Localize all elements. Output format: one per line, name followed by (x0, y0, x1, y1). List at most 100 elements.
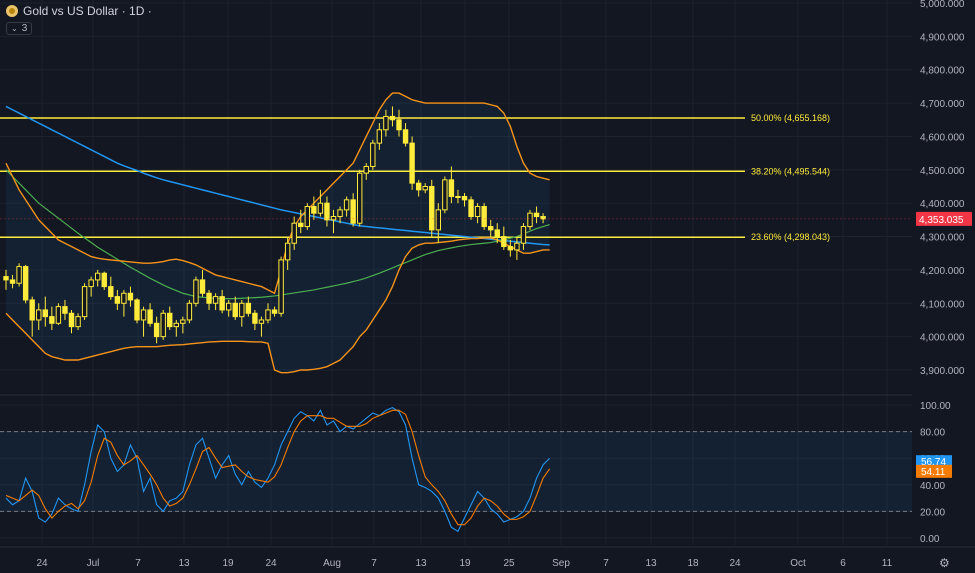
candle-body (501, 236, 507, 248)
candle (186, 299, 193, 324)
candle-body (507, 246, 514, 251)
candle (153, 316, 160, 344)
time-tick-label: 19 (459, 558, 471, 569)
fib-label: 38.20% (4,495.544) (751, 166, 830, 176)
candle (180, 316, 186, 334)
candle-body (291, 222, 297, 244)
candle-body (180, 319, 186, 324)
indicators-toggle[interactable]: ⌄ 3 (6, 22, 33, 35)
price-tick-label: 4,800.000 (920, 66, 965, 77)
time-tick-label: 7 (135, 558, 141, 569)
candle (422, 183, 428, 194)
candle-body (193, 279, 199, 304)
bollinger-lower-line (5, 237, 550, 374)
candle (232, 296, 238, 320)
candle (199, 269, 206, 297)
candle (239, 299, 245, 327)
candle (193, 276, 199, 307)
price-tick-label: 3,900.000 (920, 366, 965, 377)
candle (488, 219, 494, 237)
candle-body (350, 199, 356, 224)
candle (101, 271, 107, 290)
candle-body (461, 196, 468, 201)
candle (507, 239, 514, 257)
candle (337, 206, 343, 224)
time-tick-label: 24 (265, 558, 277, 569)
candle-body (317, 202, 324, 214)
time-tick-label: 7 (603, 558, 609, 569)
candle-body (81, 286, 88, 318)
candle-body (167, 312, 173, 328)
candle-body (29, 299, 35, 321)
candle (121, 289, 127, 317)
candle-body (330, 216, 337, 221)
candle-body (540, 216, 546, 220)
candle-body (114, 296, 121, 304)
settings-icon[interactable]: ⚙ (939, 556, 950, 570)
bollinger-fill (6, 93, 550, 373)
candle (127, 286, 134, 307)
candle-body (455, 196, 461, 199)
candle-body (245, 302, 252, 314)
candle-body (442, 179, 448, 211)
symbol-title[interactable]: Gold vs US Dollar · 1D · (23, 4, 152, 18)
current-price-badge: 4,353.035 (916, 211, 972, 226)
candle (527, 209, 533, 230)
price-tick-label: 4,900.000 (920, 32, 965, 43)
candle-body (239, 302, 245, 318)
candle (284, 236, 291, 270)
candle (396, 109, 402, 137)
candle (88, 276, 94, 297)
candle (81, 283, 88, 320)
candle (298, 209, 304, 234)
stoch-d-value: 54.11 (921, 467, 946, 478)
time-tick-label: 13 (645, 558, 657, 569)
candle (474, 203, 481, 224)
time-tick-label: Jul (87, 558, 100, 569)
candle-body (337, 209, 343, 218)
candle (16, 263, 22, 287)
candle (311, 196, 317, 220)
candle-body (429, 186, 435, 231)
candle-body (389, 115, 396, 121)
candle-body (527, 212, 533, 228)
candle (330, 209, 337, 234)
candle (62, 299, 68, 320)
candle (167, 306, 173, 330)
candle (68, 309, 75, 334)
price-tick-label: 5,000.000 (920, 0, 965, 10)
candle-body (304, 206, 311, 228)
time-tick-label: Sep (552, 558, 570, 569)
candle (55, 303, 62, 325)
stoch-tick-label: 0.00 (920, 534, 940, 545)
candle-body (311, 206, 317, 214)
candle (317, 189, 324, 217)
candle-body (343, 199, 350, 211)
stoch-k-line (5, 407, 551, 533)
candle (501, 226, 507, 250)
candle (75, 313, 81, 330)
candle-body (284, 242, 291, 261)
price-tick-label: 4,700.000 (920, 99, 965, 110)
candle-body (468, 199, 474, 218)
candle-body (55, 306, 62, 324)
indicator-count: 3 (21, 23, 28, 34)
candle (324, 196, 330, 227)
bollinger-upper-line (5, 92, 550, 295)
candle-body (147, 309, 153, 324)
current-price-badge-bg (916, 211, 972, 226)
candle (448, 166, 455, 204)
time-tick-label: 13 (178, 558, 190, 569)
candle (49, 306, 55, 330)
candle-body (533, 212, 540, 218)
ma-green-line (5, 169, 550, 300)
candle-body (488, 226, 494, 231)
time-tick-label: 24 (729, 558, 741, 569)
candle (258, 316, 265, 337)
current-price-text: 4,353.035 (919, 215, 964, 226)
candle (95, 269, 101, 287)
candle (533, 206, 540, 224)
candle (376, 123, 383, 150)
